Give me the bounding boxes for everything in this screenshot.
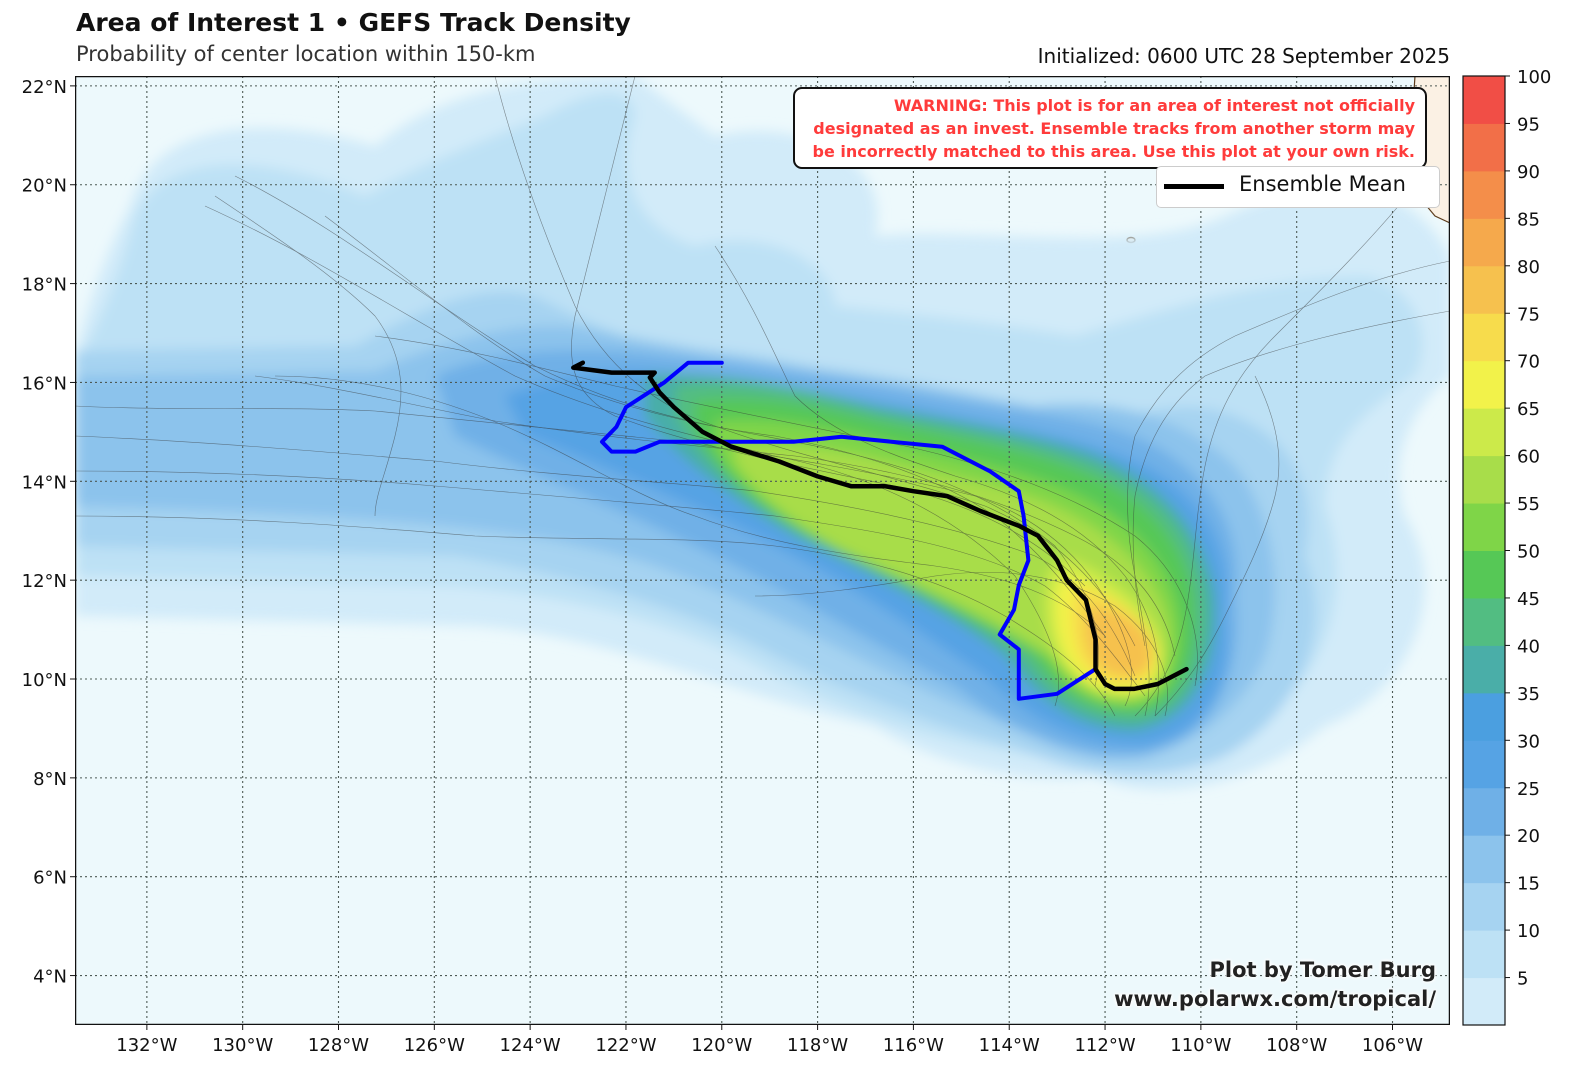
lat-tick-label: 12°N — [22, 571, 67, 592]
colorbar-swatch — [1463, 930, 1505, 979]
colorbar-tick-label: 5 — [1517, 969, 1528, 990]
lon-tick-label: 132°W — [116, 1035, 177, 1056]
colorbar-tick-label: 15 — [1517, 874, 1540, 895]
colorbar-swatch — [1463, 218, 1505, 267]
colorbar-tick-label: 40 — [1517, 636, 1540, 657]
colorbar-tick-label: 50 — [1517, 542, 1540, 563]
colorbar-swatch — [1463, 265, 1505, 314]
colorbar-tick-label: 75 — [1517, 304, 1540, 325]
colorbar-swatch — [1463, 170, 1505, 219]
colorbar-swatch — [1463, 597, 1505, 646]
colorbar-tick-label: 80 — [1517, 257, 1540, 278]
lon-tick-label: 124°W — [500, 1035, 561, 1056]
colorbar-swatch — [1463, 408, 1505, 457]
colorbar-tick-label: 90 — [1517, 162, 1540, 183]
colorbar-swatch — [1463, 503, 1505, 551]
lon-tick-label: 106°W — [1362, 1035, 1423, 1056]
lat-tick-label: 8°N — [33, 769, 67, 790]
lon-tick-label: 108°W — [1266, 1035, 1327, 1056]
credit-author: Plot by Tomer Burg — [1209, 958, 1437, 982]
colorbar-swatch — [1463, 977, 1505, 1026]
colorbar-swatch — [1463, 645, 1505, 694]
lat-tick-label: 22°N — [22, 77, 67, 98]
colorbar-tick-label: 70 — [1517, 352, 1540, 373]
legend-line-swatch — [1164, 184, 1224, 189]
lon-tick-label: 126°W — [404, 1035, 465, 1056]
colorbar-swatch — [1463, 455, 1505, 504]
lon-tick-label: 118°W — [787, 1035, 848, 1056]
ensemble-mean-track — [571, 360, 1189, 692]
colorbar-tick-label: 55 — [1517, 494, 1540, 515]
colorbar-tick-label: 85 — [1517, 209, 1540, 230]
lat-tick-label: 16°N — [22, 373, 67, 394]
colorbar-tick-label: 35 — [1517, 684, 1540, 705]
lat-tick-label: 18°N — [22, 275, 67, 296]
credit-url: www.polarwx.com/tropical/ — [1114, 987, 1436, 1011]
lon-tick-label: 116°W — [883, 1035, 944, 1056]
lon-tick-label: 114°W — [979, 1035, 1040, 1056]
colorbar-tick-label: 45 — [1517, 589, 1540, 610]
colorbar-swatch — [1463, 76, 1505, 124]
colorbar-tick-label: 95 — [1517, 114, 1540, 135]
warning-box: WARNING: This plot is for an area of int… — [793, 87, 1427, 169]
track-density-map — [75, 76, 1450, 1025]
lon-tick-label: 112°W — [1074, 1035, 1135, 1056]
lon-tick-label: 122°W — [595, 1035, 656, 1056]
warning-line-1: WARNING: This plot is for an area of int… — [893, 96, 1415, 115]
initialized-label: Initialized: 0600 UTC 28 September 2025 — [1037, 44, 1450, 68]
lat-tick-label: 14°N — [22, 472, 67, 493]
longitude-tick-labels: 132°W 130°W 128°W 126°W 124°W 122°W 120°W 118°W… — [116, 1025, 1423, 1056]
colorbar-swatch — [1463, 740, 1505, 789]
lon-tick-label: 130°W — [212, 1035, 273, 1056]
colorbar-tick-label: 25 — [1517, 779, 1540, 800]
colorbar-tick-label: 10 — [1517, 921, 1540, 942]
colorbar-swatch — [1463, 835, 1505, 884]
blue-track — [600, 360, 1098, 701]
lat-tick-label: 4°N — [33, 967, 67, 988]
colorbar-swatch — [1463, 550, 1505, 599]
colorbar-swatch — [1463, 123, 1505, 172]
colorbar-tick-label: 100 — [1517, 70, 1551, 88]
colorbar-swatches — [1463, 76, 1505, 1026]
colorbar-swatch — [1463, 882, 1505, 931]
lat-tick-label: 20°N — [22, 176, 67, 197]
lon-tick-label: 110°W — [1170, 1035, 1231, 1056]
colorbar-swatch — [1463, 360, 1505, 409]
warning-line-2: designated as an invest. Ensemble tracks… — [813, 119, 1415, 138]
warning-line-3: be incorrectly matched to this area. Use… — [812, 142, 1416, 161]
chart-title: Area of Interest 1 • GEFS Track Density — [76, 8, 631, 37]
legend-label: Ensemble Mean — [1239, 172, 1406, 196]
colorbar-tick-label: 30 — [1517, 731, 1540, 752]
colorbar-swatch — [1463, 787, 1505, 836]
colorbar-tick-labels: 5 10 15 20 25 30 35 40 45 50 55 60 65 70 75 80 85 90 95 100 — [1505, 70, 1551, 990]
lat-tick-label: 6°N — [33, 868, 67, 889]
colorbar-swatch — [1463, 692, 1505, 741]
legend: Ensemble Mean — [1156, 166, 1440, 208]
lat-tick-label: 10°N — [22, 670, 67, 691]
lon-tick-label: 120°W — [691, 1035, 752, 1056]
colorbar-tick-label: 65 — [1517, 399, 1540, 420]
colorbar-swatch — [1463, 313, 1505, 362]
map-frame — [75, 76, 1450, 1025]
colorbar: 5 10 15 20 25 30 35 40 45 50 55 60 65 70 75 80 85 90 95 100 — [1462, 70, 1551, 1026]
colorbar-tick-label: 60 — [1517, 447, 1540, 468]
chart-subtitle: Probability of center location within 15… — [76, 42, 536, 66]
latitude-tick-labels: 22°N 20°N 18°N 16°N 14°N 12°N 10°N 8°N 6°N 4°N — [22, 77, 75, 988]
colorbar-tick-label: 20 — [1517, 826, 1540, 847]
lon-tick-label: 128°W — [308, 1035, 369, 1056]
